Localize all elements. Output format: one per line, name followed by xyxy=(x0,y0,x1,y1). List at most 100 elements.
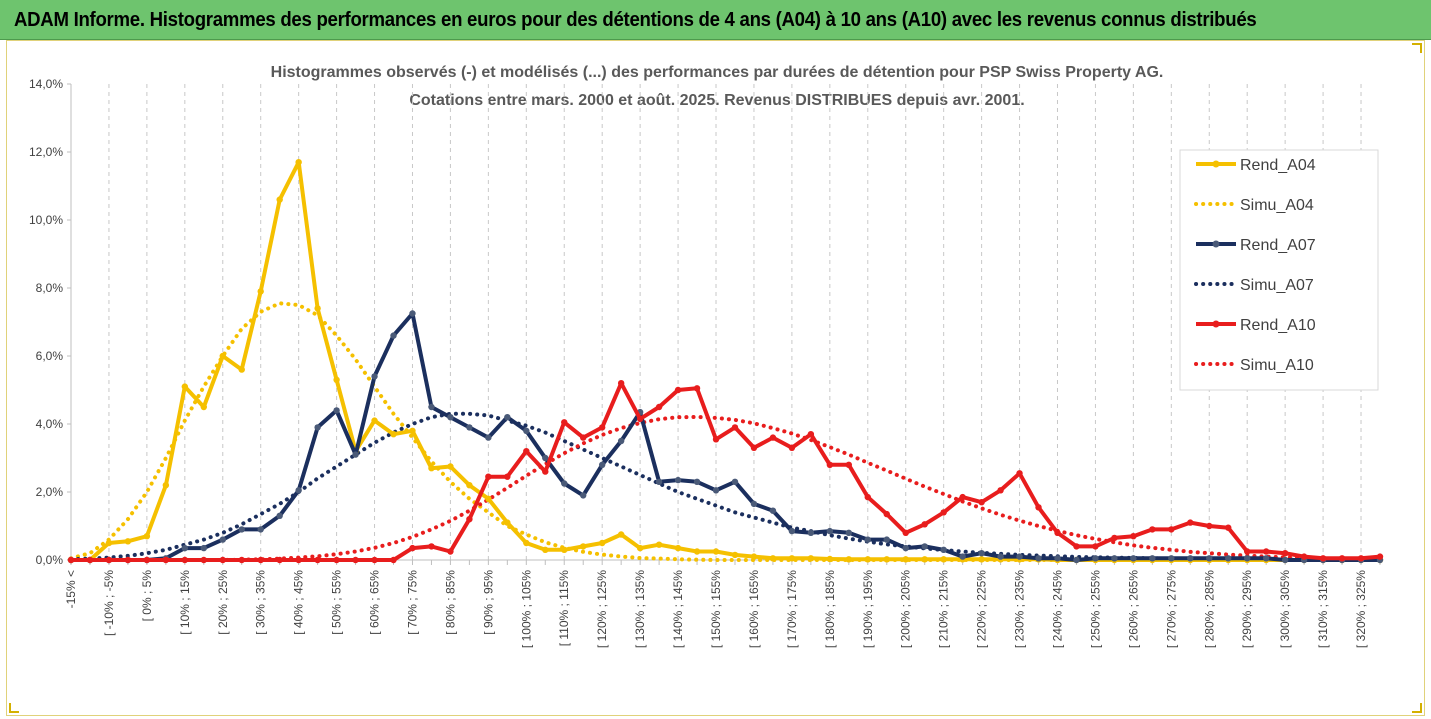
series-rend-a10-point xyxy=(257,556,264,564)
x-tick-label: [ 310% ; 315% xyxy=(1316,570,1330,648)
x-tick-label: [ 10% ; 15% xyxy=(178,570,192,635)
series-rend-a07-point xyxy=(466,424,473,431)
series-rend-a04-point xyxy=(636,544,644,552)
series-simu-a04-line xyxy=(69,301,1382,562)
series-rend-a10-point xyxy=(200,556,207,564)
series-rend-a10-point xyxy=(959,493,966,501)
resize-handle-top-right[interactable] xyxy=(1412,43,1422,53)
x-tick-label: [ 110% ; 115% xyxy=(557,570,571,647)
series-rend-a07-point xyxy=(1111,555,1118,562)
x-tick-label: [ 0% ; 5% xyxy=(140,570,154,622)
legend-label-simu-a10: Simu_A10 xyxy=(1240,357,1314,374)
series-rend-a04-point xyxy=(883,556,890,563)
series-rend-a10-point xyxy=(1130,533,1137,540)
series-rend-a10-point xyxy=(371,556,378,564)
series-rend-a07-point xyxy=(1092,555,1099,562)
series-layer xyxy=(67,159,1384,564)
x-tick-label: [ 250% ; 255% xyxy=(1088,570,1102,648)
series-rend-a07-point xyxy=(826,527,834,535)
series-rend-a10-point xyxy=(617,380,625,387)
series-rend-a04-point xyxy=(617,531,625,538)
series-rend-a07-point xyxy=(655,478,663,485)
legend-box xyxy=(1179,149,1379,391)
series-rend-a10-point xyxy=(598,424,606,431)
series-rend-a07-point xyxy=(428,403,435,411)
series-rend-a07-point xyxy=(485,434,492,441)
series-rend-a04-point xyxy=(712,548,720,555)
series-rend-a10-point xyxy=(1281,550,1289,557)
series-rend-a04-point xyxy=(124,538,132,545)
y-tick-label: 0,0% xyxy=(36,553,64,567)
series-rend-a07-point xyxy=(1187,555,1194,562)
x-tick-label: [ 80% ; 85% xyxy=(443,570,457,635)
series-rend-a07-point xyxy=(1073,556,1080,564)
series-rend-a04-point xyxy=(750,553,758,560)
series-rend-a04-point xyxy=(409,427,416,434)
x-tick-label: [ 180% ; 185% xyxy=(823,570,837,648)
series-rend-a04-point xyxy=(162,482,170,489)
series-rend-a10-point xyxy=(561,419,568,426)
x-tick-label: [ 160% ; 165% xyxy=(747,570,761,648)
x-tick-label: [ 260% ; 265% xyxy=(1126,570,1140,648)
series-rend-a10-point xyxy=(238,556,245,564)
resize-handle-bottom-right[interactable] xyxy=(1412,703,1422,713)
series-rend-a04-point xyxy=(693,548,701,555)
y-tick-label: 2,0% xyxy=(36,485,64,499)
series-rend-a10-point xyxy=(86,556,94,564)
series-rend-a04-point xyxy=(371,417,378,424)
series-rend-a04-point xyxy=(181,383,189,390)
x-tick-label: [ 40% ; 45% xyxy=(292,570,306,635)
series-rend-a10-point xyxy=(655,403,663,411)
series-rend-a10-point xyxy=(636,415,644,423)
chart-title-line1: Histogrammes observés (-) et modélisés (… xyxy=(271,64,1164,81)
series-rend-a07-point xyxy=(352,451,359,458)
series-rend-a07-point xyxy=(769,507,777,514)
series-rend-a07-point xyxy=(238,526,245,533)
series-rend-a10-point xyxy=(1111,534,1118,542)
series-rend-a10-point xyxy=(390,556,397,564)
y-tick-label: 14,0% xyxy=(29,77,63,91)
series-rend-a07-point xyxy=(598,461,606,468)
legend-marker-rend-a04 xyxy=(1212,160,1220,168)
series-rend-a10-point xyxy=(1073,543,1080,550)
series-rend-a07-point xyxy=(1244,555,1251,562)
legend-label-rend-a07: Rend_A07 xyxy=(1240,237,1316,254)
series-rend-a07-point xyxy=(390,332,397,339)
series-rend-a04-point xyxy=(105,539,113,547)
series-rend-a10-point xyxy=(181,556,189,564)
series-rend-a07-point xyxy=(978,550,985,557)
series-rend-a07-point xyxy=(314,424,321,431)
series-rend-a10-line xyxy=(71,381,1381,562)
series-rend-a10-point xyxy=(1187,519,1194,526)
report-title: ADAM Informe. Histogrammes des performan… xyxy=(14,9,1257,31)
series-rend-a07-point xyxy=(504,414,511,421)
series-rend-a04-point xyxy=(219,352,226,360)
x-tick-label: [ 70% ; 75% xyxy=(405,570,419,635)
series-rend-a10-point xyxy=(124,556,132,564)
series-rend-a04-point xyxy=(390,431,397,438)
series-rend-a04-point xyxy=(295,159,302,166)
x-tick-label: [ 320% ; 325% xyxy=(1354,570,1368,648)
series-rend-a04-point xyxy=(940,556,947,563)
series-rend-a10-point xyxy=(504,473,511,480)
series-rend-a10-point xyxy=(997,487,1004,494)
y-tick-label: 4,0% xyxy=(36,417,64,431)
series-rend-a10-point xyxy=(1262,548,1270,555)
x-tick-label: [ 140% ; 145% xyxy=(671,570,685,648)
x-tick-label: [ 300% ; 305% xyxy=(1278,570,1292,648)
chart-title-line2: Cotations entre mars. 2000 et août. 2025… xyxy=(409,92,1024,109)
series-rend-a04-point xyxy=(333,376,340,383)
series-rend-a04-point xyxy=(864,556,871,563)
series-rend-a10-point xyxy=(333,556,340,564)
x-tick-label: [ 210% ; 215% xyxy=(937,570,951,648)
series-rend-a07-point xyxy=(845,529,853,536)
chart-frame xyxy=(6,40,1425,716)
x-tick-label: [ 30% ; 35% xyxy=(254,570,268,635)
series-rend-a07-point xyxy=(940,546,947,553)
series-rend-a07-point xyxy=(219,536,226,543)
series-rend-a04-point xyxy=(428,465,435,472)
series-rend-a10-point xyxy=(143,556,151,564)
series-rend-a04-point xyxy=(580,543,587,550)
x-tick-label: [ 20% ; 25% xyxy=(216,570,230,635)
resize-handle-bottom-left[interactable] xyxy=(9,703,19,713)
